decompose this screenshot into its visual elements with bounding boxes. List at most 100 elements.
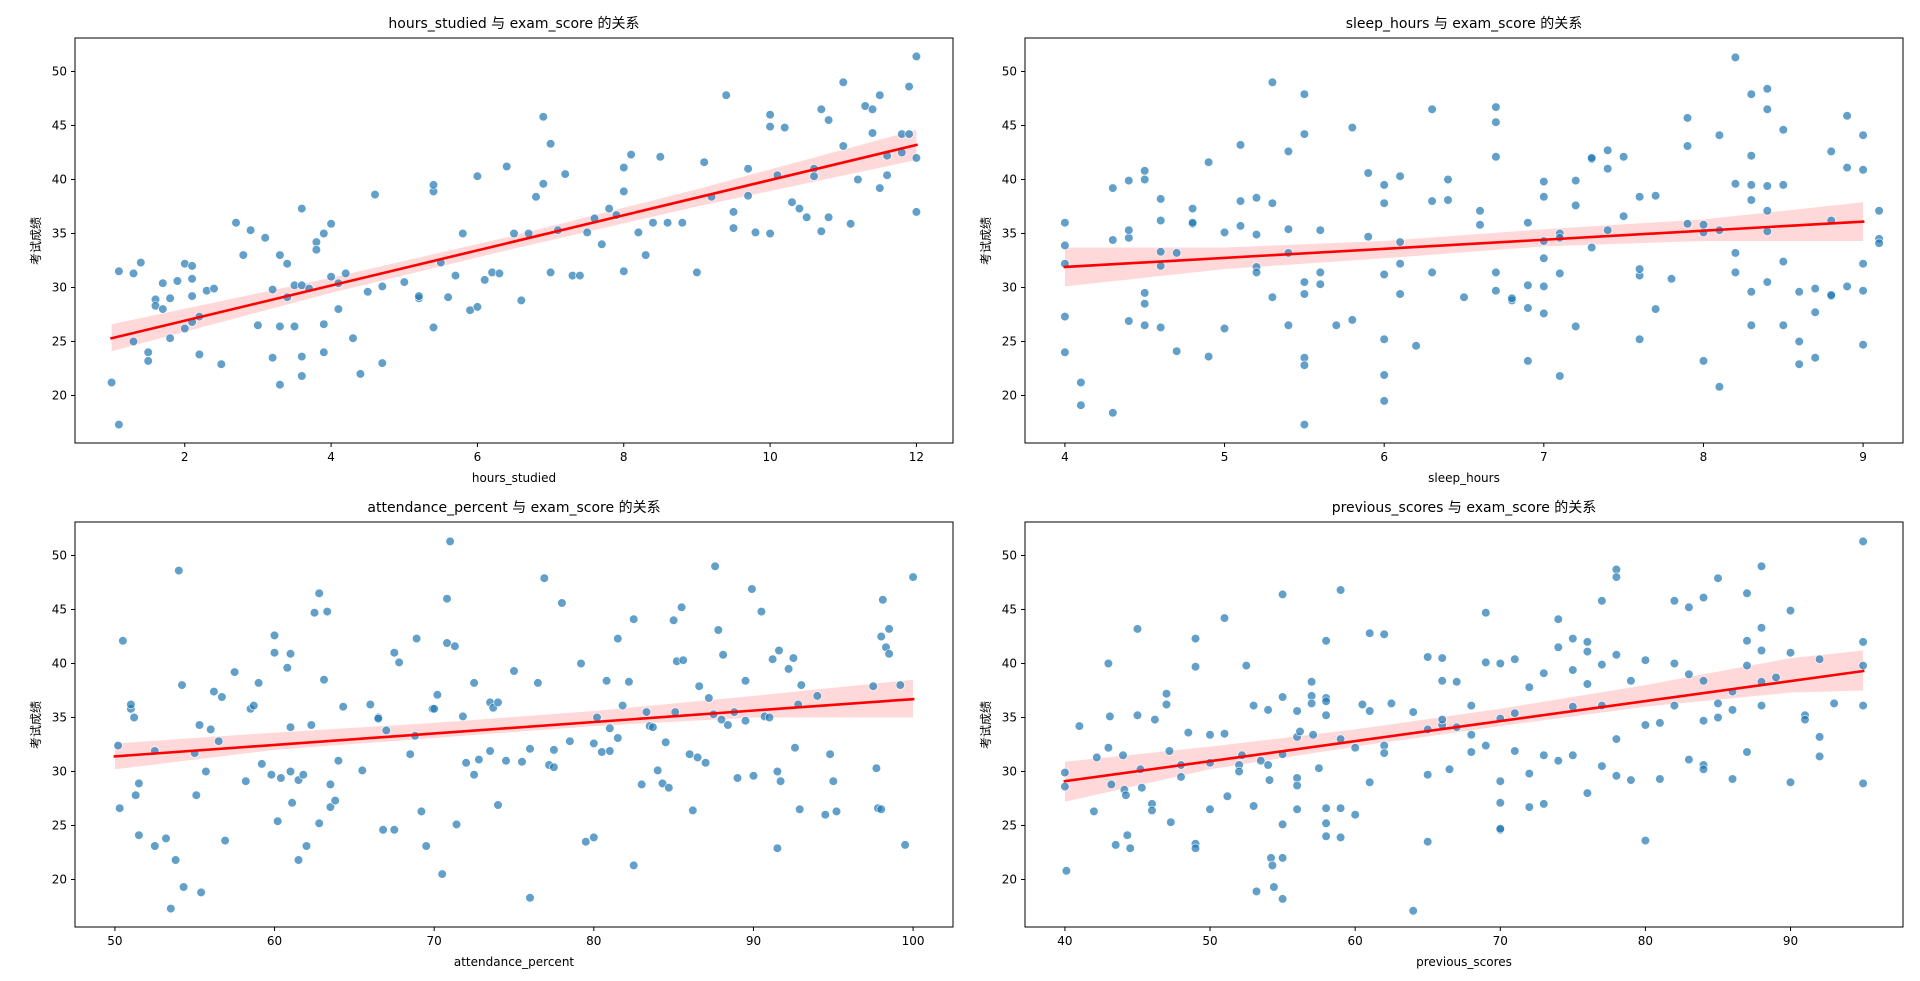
scatter-point bbox=[1810, 353, 1820, 363]
y-tick-label: 30 bbox=[1002, 280, 1017, 294]
scatter-point bbox=[1331, 320, 1341, 330]
x-tick-label: 6 bbox=[1380, 450, 1388, 464]
scatter-point bbox=[648, 218, 658, 228]
scatter-point bbox=[1634, 264, 1645, 274]
scatter-point bbox=[871, 763, 882, 773]
scatter-point bbox=[772, 766, 783, 777]
scatter-point bbox=[1411, 341, 1421, 351]
scatter-point bbox=[1365, 777, 1375, 787]
scatter-point bbox=[1423, 837, 1433, 847]
scatter-point bbox=[1466, 747, 1476, 757]
scatter-point bbox=[174, 565, 184, 576]
scatter-point bbox=[114, 266, 124, 276]
scatter-point bbox=[1481, 657, 1491, 668]
scatter-point bbox=[1568, 750, 1578, 760]
scatter-point bbox=[1730, 52, 1740, 63]
scatter-point bbox=[1742, 636, 1752, 646]
x-tick-label: 60 bbox=[267, 934, 282, 948]
scatter-point bbox=[1106, 779, 1116, 790]
scatter-point bbox=[1698, 356, 1709, 366]
scatter-point bbox=[1092, 752, 1102, 763]
scatter-point bbox=[911, 51, 922, 62]
scatter-point bbox=[533, 678, 543, 688]
scatter-point bbox=[1611, 650, 1621, 660]
y-tick-label: 35 bbox=[52, 710, 67, 724]
scatter-point bbox=[287, 798, 297, 808]
scatter-point bbox=[1742, 660, 1752, 671]
scatter-point bbox=[268, 285, 278, 295]
scatter-point bbox=[1190, 633, 1201, 644]
scatter-point bbox=[1299, 89, 1309, 99]
scatter-point bbox=[231, 218, 241, 228]
scatter-point bbox=[1713, 712, 1723, 723]
scatter-point bbox=[405, 749, 415, 759]
scatter-point bbox=[1756, 561, 1767, 571]
scatter-point bbox=[1826, 146, 1836, 156]
scatter-point bbox=[1248, 700, 1259, 711]
scatter-point bbox=[442, 594, 452, 604]
scatter-point bbox=[432, 690, 443, 700]
scatter-point bbox=[1553, 756, 1563, 766]
scatter-point bbox=[1829, 698, 1839, 709]
y-tick-label: 20 bbox=[52, 388, 67, 402]
scatter-point bbox=[275, 250, 285, 260]
scatter-point bbox=[1267, 292, 1277, 302]
scatter-point bbox=[904, 81, 914, 92]
scatter-point bbox=[1640, 655, 1650, 665]
scatter-point bbox=[1568, 665, 1578, 675]
scatter-point bbox=[748, 771, 759, 781]
scatter-point bbox=[136, 258, 146, 268]
scatter-point bbox=[1176, 772, 1186, 782]
scatter-point bbox=[895, 680, 905, 690]
scatter-point bbox=[501, 756, 511, 766]
x-tick-label: 6 bbox=[474, 450, 482, 464]
scatter-point bbox=[1611, 771, 1621, 781]
scatter-point bbox=[1264, 775, 1275, 785]
scatter-point bbox=[442, 638, 452, 648]
scatter-point bbox=[692, 752, 703, 763]
scatter-point bbox=[641, 250, 651, 260]
scatter-point bbox=[485, 746, 495, 756]
scatter-point bbox=[1603, 164, 1613, 174]
scatter-point bbox=[1650, 304, 1661, 314]
confidence-band bbox=[114, 679, 914, 770]
scatter-point bbox=[143, 356, 153, 366]
scatter-point bbox=[1571, 321, 1581, 332]
scatter-point bbox=[796, 680, 806, 690]
scatter-point bbox=[257, 759, 267, 769]
scatter-point bbox=[1539, 253, 1549, 263]
scatter-point bbox=[605, 746, 615, 756]
scatter-point bbox=[1655, 774, 1665, 784]
scatter-point bbox=[780, 122, 790, 133]
scatter-point bbox=[306, 720, 316, 730]
x-tick-label: 10 bbox=[762, 450, 777, 464]
scatter-point bbox=[1256, 756, 1266, 766]
x-axis-label: previous_scores bbox=[1416, 955, 1512, 969]
scatter-point bbox=[641, 707, 652, 717]
scatter-point bbox=[1858, 700, 1868, 711]
scatter-point bbox=[633, 227, 644, 237]
axes-frame bbox=[1024, 521, 1904, 928]
scatter-point bbox=[115, 803, 125, 813]
scatter-point bbox=[273, 816, 283, 826]
scatter-point bbox=[794, 204, 805, 214]
scatter-point bbox=[493, 800, 503, 810]
scatter-point bbox=[1634, 334, 1645, 344]
scatter-point bbox=[158, 304, 168, 314]
scatter-point bbox=[565, 736, 575, 746]
scatter-point bbox=[1306, 677, 1317, 687]
trend-line bbox=[110, 143, 918, 340]
scatter-point bbox=[1118, 750, 1128, 760]
scatter-point bbox=[502, 161, 512, 172]
scatter-point bbox=[1762, 206, 1772, 216]
scatter-point bbox=[1060, 312, 1070, 322]
scatter-point bbox=[1814, 654, 1825, 664]
scatter-point bbox=[370, 190, 380, 200]
scatter-point bbox=[624, 677, 634, 687]
scatter-point bbox=[699, 157, 709, 167]
scatter-point bbox=[1730, 248, 1740, 258]
scatter-point bbox=[756, 606, 767, 617]
scatter-point bbox=[191, 790, 201, 800]
x-tick-label: 90 bbox=[746, 934, 761, 948]
panel-attendance-percent: attendance_percent 与 exam_score 的关系 atte… bbox=[28, 500, 954, 969]
